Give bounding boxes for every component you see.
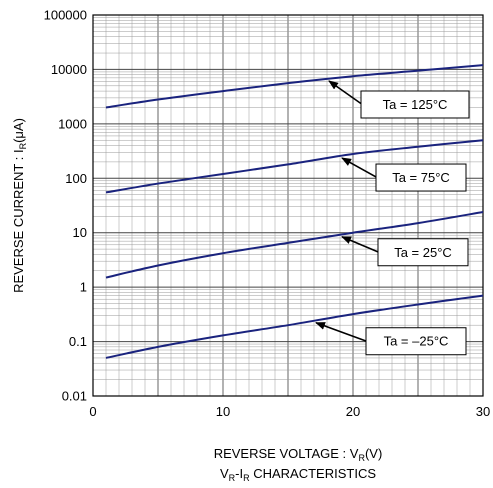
series-label: Ta = –25°C — [384, 334, 449, 349]
plot-frame — [92, 14, 484, 397]
series-line — [105, 64, 484, 109]
y-tick-label: 100000 — [44, 8, 87, 23]
ticks: 0 10 20 30 0.01 0.1 1 10 100 1000 10000 100000 — [44, 8, 491, 420]
y-axis-label: REVERSE CURRENT : IR(μA) — [11, 118, 28, 293]
x-tick-label: 20 — [346, 404, 360, 419]
y-tick-label: 1 — [80, 280, 87, 295]
annotation-arrow — [341, 236, 381, 254]
series-label: Ta = 75°C — [392, 170, 450, 185]
y-tick-label: 10000 — [51, 62, 87, 77]
y-tick-label: 1000 — [58, 116, 87, 131]
series-line — [105, 294, 484, 359]
annotation-box — [360, 90, 470, 119]
x-tick-label: 10 — [216, 404, 230, 419]
chart-caption: VR-IR CHARACTERISTICS — [220, 466, 376, 483]
series-line — [105, 211, 484, 279]
y-tick-label: 0.1 — [69, 334, 87, 349]
series-label: Ta = 25°C — [394, 245, 452, 260]
x-axis-label: REVERSE VOLTAGE : VR(V) — [214, 446, 383, 463]
series-line — [105, 139, 484, 194]
x-tick-label: 30 — [476, 404, 490, 419]
series-label: Ta = 125°C — [383, 97, 448, 112]
annotation-arrow — [341, 157, 379, 179]
annotation-arrow — [315, 321, 369, 343]
y-tick-label: 100 — [65, 171, 87, 186]
annotation-arrow — [328, 80, 364, 106]
series — [105, 64, 484, 359]
x-tick-label: 0 — [89, 404, 96, 419]
y-tick-label: 0.01 — [62, 389, 87, 404]
annotation-box — [375, 163, 467, 192]
annotation-box — [365, 327, 467, 356]
annotations: Ta = 125°C Ta = 75°C Ta = 25°C Ta = –25°C — [315, 80, 470, 356]
annotation-box — [377, 238, 469, 267]
y-tick-label: 10 — [73, 225, 87, 240]
